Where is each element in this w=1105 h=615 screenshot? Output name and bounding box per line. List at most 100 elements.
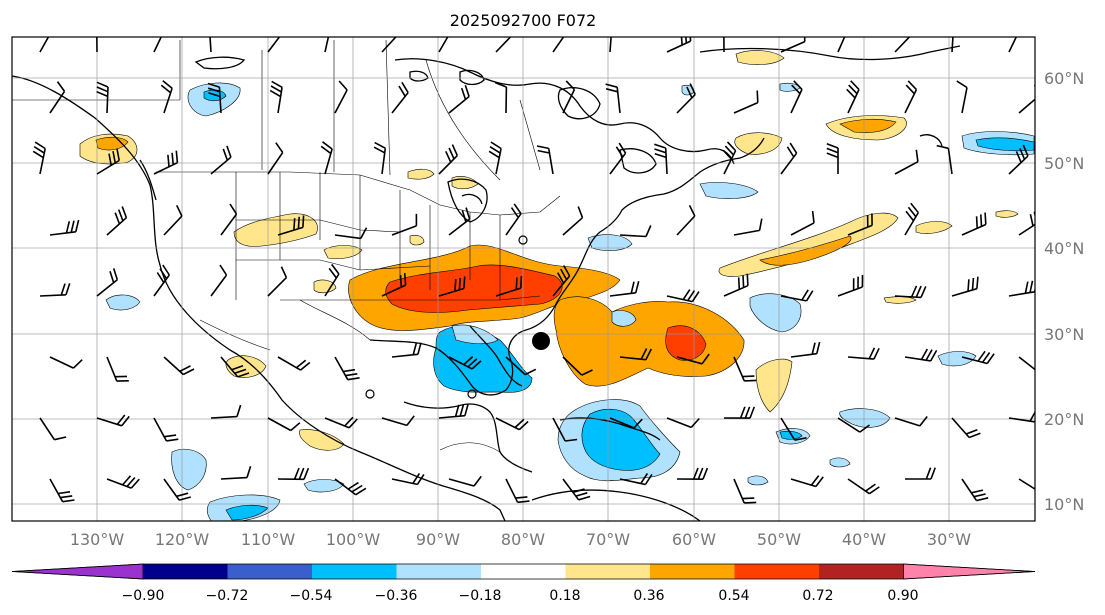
wind-barb — [552, 265, 571, 297]
wind-barb — [780, 142, 798, 175]
colorbar-segment — [734, 564, 820, 579]
wind-barb — [220, 203, 238, 236]
colorbar-segment — [396, 564, 482, 579]
wind-barb — [391, 81, 409, 114]
wind-barb — [609, 281, 640, 297]
wind-barb — [780, 289, 814, 302]
wind-barb — [160, 80, 173, 114]
colorbar-tick-label: 0.90 — [887, 588, 918, 604]
wind-barb — [619, 348, 653, 361]
lon-label: 130°W — [70, 530, 125, 549]
wind-barb — [438, 37, 449, 53]
political-borders — [12, 39, 561, 453]
wind-barb — [324, 37, 330, 53]
colorbar-tick-label: −0.18 — [459, 588, 502, 604]
wind-barb — [49, 219, 80, 236]
wind-barb — [32, 141, 46, 175]
wind-barb — [790, 475, 824, 488]
wind-barb — [438, 144, 459, 175]
lon-label: 40°W — [842, 530, 886, 549]
colorbar-segment — [565, 564, 651, 579]
wind-barb — [334, 356, 360, 381]
wind-barb — [391, 213, 418, 236]
wind-barb — [619, 225, 652, 238]
wind-barb — [666, 417, 700, 429]
wind-barb — [267, 417, 301, 432]
colorbar-extend-min — [11, 563, 144, 580]
wind-barb — [609, 142, 627, 175]
wind-barb — [163, 204, 183, 236]
wind-barb — [96, 414, 130, 427]
colorbar-segment — [481, 564, 566, 579]
wind-barb — [495, 37, 512, 53]
map-frame — [11, 36, 1036, 522]
wind-barb — [846, 80, 860, 114]
wind-barb — [562, 356, 593, 376]
wind-barb — [267, 37, 281, 53]
wind-barb — [209, 37, 212, 53]
wind-barb — [106, 206, 128, 236]
wind-barb — [951, 37, 954, 53]
wind-barb — [666, 289, 700, 303]
wind-barb — [277, 467, 310, 481]
lon-label: 90°W — [416, 530, 460, 549]
wind-barb — [488, 141, 502, 175]
wind-barb — [905, 467, 936, 480]
wind-barb — [780, 37, 806, 53]
wind-barb — [448, 207, 471, 236]
wind-barb — [733, 478, 757, 504]
wind-barb — [220, 465, 252, 480]
colorbar-tick-label: 0.18 — [549, 588, 580, 604]
wind-barb — [153, 264, 170, 297]
wind-barb — [153, 37, 163, 53]
colorbar-segment — [312, 564, 397, 579]
graticule-gridlines — [12, 37, 1035, 521]
lon-label: 60°W — [672, 530, 716, 549]
wind-barb — [676, 467, 709, 480]
wind-barb — [1018, 478, 1035, 490]
wind-barb — [790, 80, 803, 114]
wind-barb — [269, 80, 283, 114]
wind-barb — [438, 403, 469, 419]
wind-barb — [96, 37, 98, 53]
wind-barb — [676, 204, 696, 236]
wind-barb — [790, 210, 815, 236]
wind-barb — [495, 417, 529, 431]
wind-barb — [391, 472, 425, 486]
lat-label: 20°N — [1044, 410, 1084, 429]
wind-barb — [505, 478, 530, 504]
wind-barb — [1008, 37, 1018, 53]
wind-barb — [324, 416, 358, 429]
wind-barb — [267, 142, 284, 175]
wind-barb — [324, 263, 340, 297]
wind-barb — [722, 141, 737, 175]
wind-barb — [723, 273, 749, 297]
wind-barb — [904, 80, 918, 114]
lon-label: 120°W — [155, 530, 210, 549]
wind-barb — [961, 478, 989, 502]
wind-barb — [676, 353, 710, 365]
wind-barb — [334, 478, 367, 496]
colorbar-tick-label: 0.36 — [633, 588, 664, 604]
colorbar-segments — [11, 563, 1036, 580]
wind-barb — [847, 213, 873, 236]
lon-label: 100°W — [326, 530, 381, 549]
wind-barb — [609, 417, 643, 429]
colorbar-tick-label: −0.54 — [290, 588, 333, 604]
wind-barb — [790, 341, 821, 358]
wind-barb — [96, 148, 120, 175]
wind-barb — [847, 478, 880, 495]
wind-barb — [552, 417, 578, 442]
wind-barb — [936, 144, 953, 175]
wind-barb — [277, 215, 305, 236]
wind-barb — [49, 478, 75, 503]
wind-barb — [961, 212, 987, 236]
wind-barb — [334, 80, 348, 114]
wind-barb — [894, 37, 911, 53]
wind-barb — [438, 276, 466, 297]
wind-barb — [723, 37, 725, 53]
wind-barb — [837, 417, 870, 433]
wind-barb — [605, 83, 621, 114]
wind-barb — [904, 348, 938, 362]
wind-barb — [894, 285, 927, 299]
